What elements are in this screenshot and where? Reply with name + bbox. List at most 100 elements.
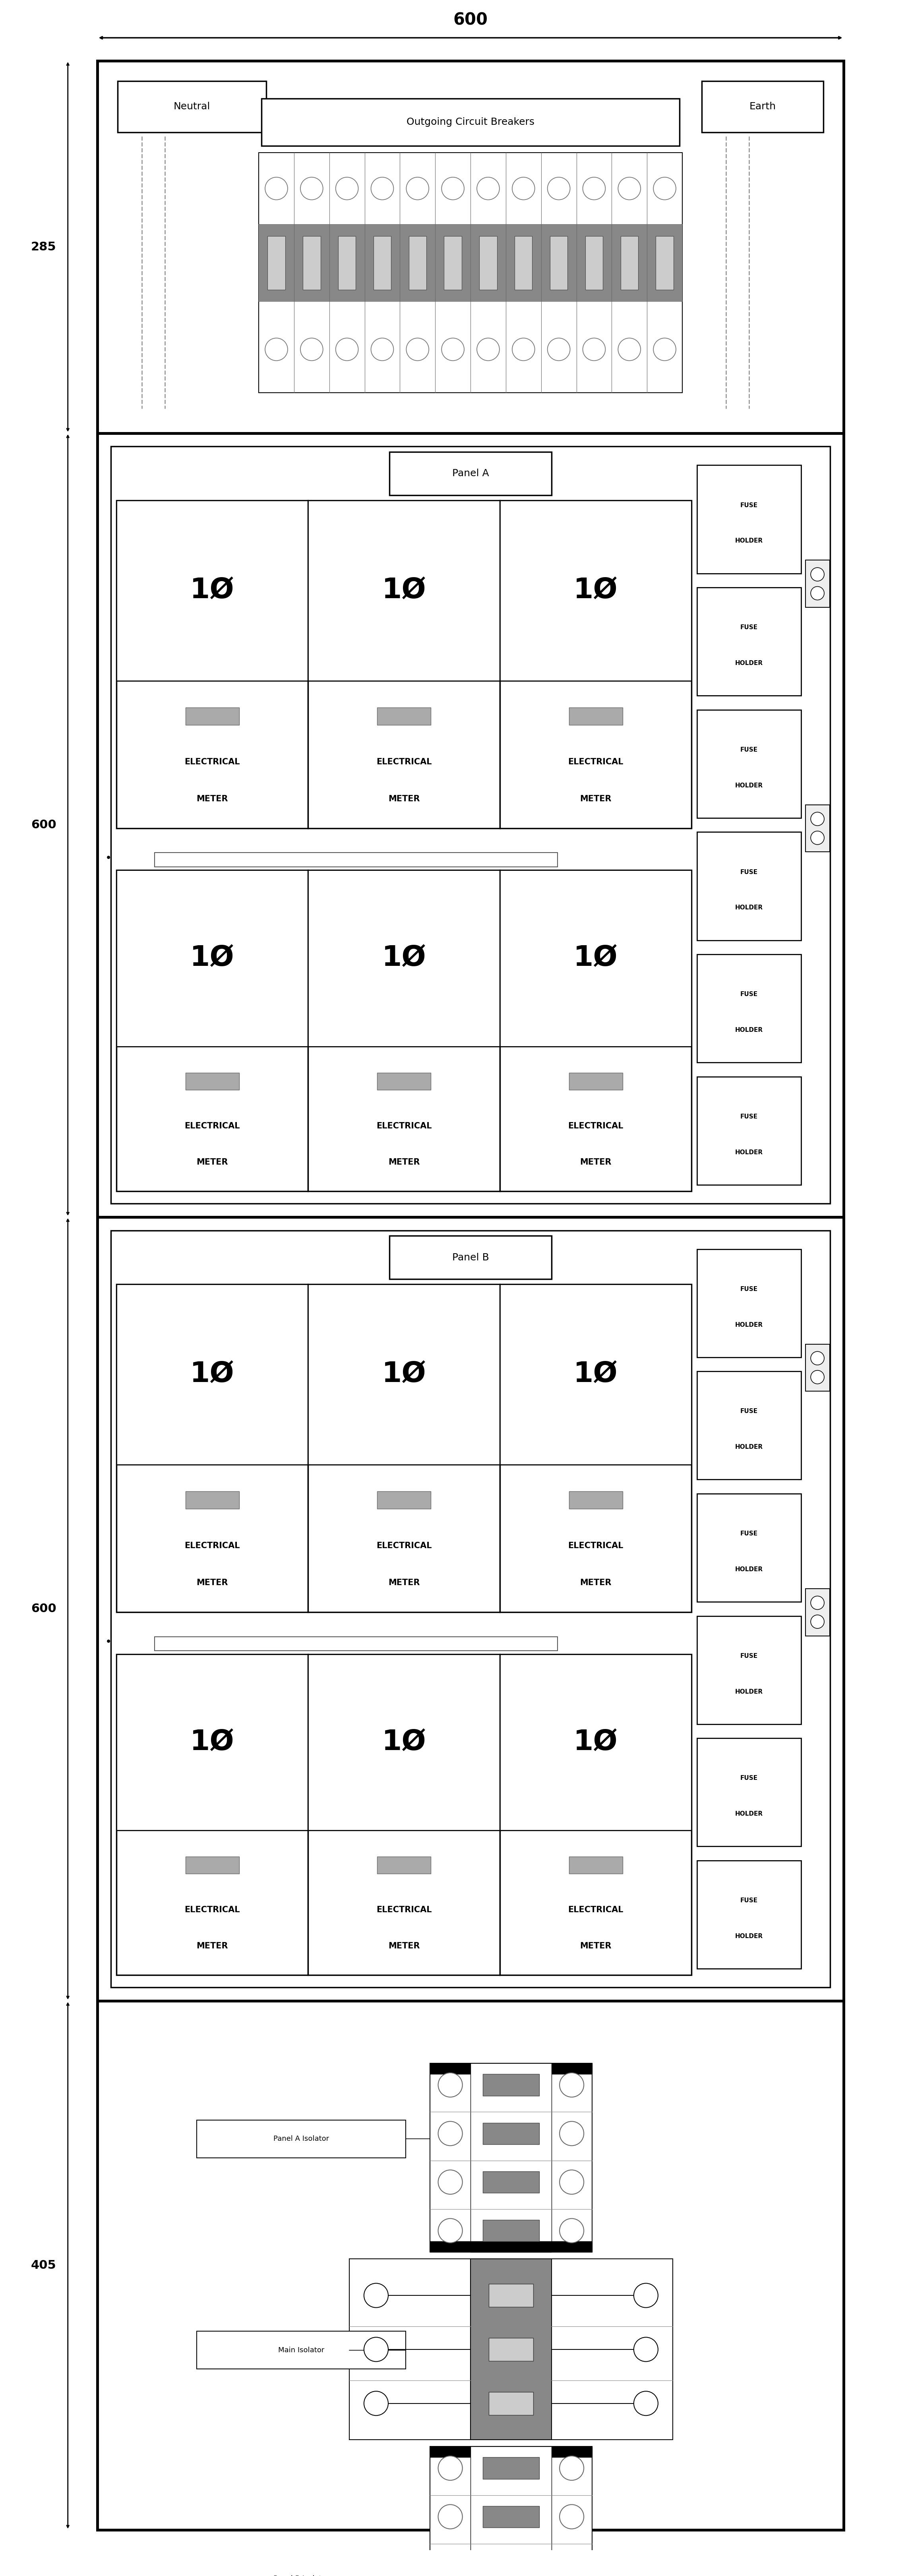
- Circle shape: [811, 1615, 824, 1628]
- Bar: [500, 500, 692, 829]
- Text: HOLDER: HOLDER: [735, 1690, 763, 1695]
- Text: FUSE: FUSE: [741, 1775, 758, 1780]
- Bar: [500, 1654, 692, 1832]
- Text: METER: METER: [197, 796, 228, 804]
- Text: HOLDER: HOLDER: [735, 1149, 763, 1154]
- Text: ELECTRICAL: ELECTRICAL: [568, 757, 623, 765]
- Text: 1Ø: 1Ø: [382, 1728, 426, 1757]
- Circle shape: [560, 2504, 584, 2530]
- Text: METER: METER: [197, 1942, 228, 1950]
- Bar: [697, 1860, 802, 1968]
- Text: 1Ø: 1Ø: [190, 945, 235, 971]
- Bar: [482, 2555, 540, 2576]
- Circle shape: [364, 2336, 389, 2362]
- Text: FUSE: FUSE: [741, 1113, 758, 1121]
- Circle shape: [548, 178, 570, 201]
- Circle shape: [512, 178, 535, 201]
- Bar: [697, 953, 802, 1061]
- Text: FUSE: FUSE: [741, 868, 758, 876]
- Text: ELECTRICAL: ELECTRICAL: [185, 1543, 240, 1551]
- Text: Outgoing Circuit Breakers: Outgoing Circuit Breakers: [407, 118, 534, 126]
- Text: Main Isolator: Main Isolator: [278, 2347, 324, 2354]
- Text: 600: 600: [31, 1602, 56, 1615]
- Circle shape: [265, 337, 288, 361]
- Text: 1Ø: 1Ø: [573, 1728, 618, 1757]
- Circle shape: [265, 178, 288, 201]
- Bar: [308, 500, 500, 829]
- Circle shape: [438, 2169, 462, 2195]
- Bar: [111, 446, 830, 1203]
- Bar: [515, 237, 532, 291]
- Circle shape: [406, 178, 429, 201]
- Circle shape: [560, 2169, 584, 2195]
- Circle shape: [560, 2553, 584, 2576]
- Text: ELECTRICAL: ELECTRICAL: [185, 1123, 240, 1131]
- Text: METER: METER: [580, 796, 612, 804]
- Circle shape: [406, 337, 429, 361]
- Text: HOLDER: HOLDER: [735, 1932, 763, 1940]
- Text: HOLDER: HOLDER: [735, 1028, 763, 1033]
- Circle shape: [633, 2391, 658, 2416]
- Bar: [805, 1589, 830, 1636]
- Bar: [197, 2561, 406, 2576]
- Bar: [377, 1492, 430, 1510]
- Text: FUSE: FUSE: [741, 1530, 758, 1538]
- Circle shape: [560, 2074, 584, 2097]
- Bar: [805, 559, 830, 608]
- Bar: [197, 2331, 406, 2370]
- Text: •: •: [105, 853, 112, 863]
- Bar: [116, 1285, 308, 1613]
- Bar: [470, 2447, 551, 2576]
- Circle shape: [582, 178, 605, 201]
- Circle shape: [811, 1597, 824, 1610]
- Bar: [697, 1077, 802, 1185]
- Bar: [377, 708, 430, 724]
- Text: Panel B: Panel B: [452, 1252, 489, 1262]
- Bar: [569, 1492, 622, 1510]
- Circle shape: [618, 337, 641, 361]
- Text: FUSE: FUSE: [741, 1654, 758, 1659]
- Circle shape: [438, 2218, 462, 2244]
- Bar: [500, 871, 692, 1190]
- Bar: [308, 1654, 500, 1976]
- Text: Earth: Earth: [749, 103, 776, 111]
- Circle shape: [364, 2282, 389, 2308]
- Text: ELECTRICAL: ELECTRICAL: [377, 1123, 431, 1131]
- Bar: [155, 1636, 558, 1651]
- Text: HOLDER: HOLDER: [735, 1321, 763, 1327]
- Text: FUSE: FUSE: [741, 1409, 758, 1414]
- Text: METER: METER: [389, 1159, 420, 1167]
- Circle shape: [441, 178, 464, 201]
- Bar: [430, 2447, 592, 2576]
- Bar: [470, 2259, 551, 2439]
- Text: HOLDER: HOLDER: [735, 904, 763, 912]
- Bar: [569, 1072, 622, 1090]
- Text: FUSE: FUSE: [741, 992, 758, 997]
- Bar: [389, 1236, 551, 1280]
- Text: 1Ø: 1Ø: [573, 1360, 618, 1388]
- Bar: [430, 2063, 592, 2074]
- Text: ELECTRICAL: ELECTRICAL: [185, 1906, 240, 1914]
- Bar: [489, 2393, 533, 2414]
- Bar: [805, 1345, 830, 1391]
- Text: METER: METER: [197, 1159, 228, 1167]
- Circle shape: [560, 2455, 584, 2481]
- Text: ELECTRICAL: ELECTRICAL: [185, 757, 240, 765]
- Bar: [308, 500, 500, 680]
- Bar: [470, 2063, 551, 2251]
- Bar: [308, 871, 500, 1046]
- Bar: [377, 1072, 430, 1090]
- Text: 600: 600: [31, 819, 56, 829]
- Text: 1Ø: 1Ø: [573, 577, 618, 605]
- Bar: [697, 711, 802, 819]
- Circle shape: [811, 587, 824, 600]
- Text: HOLDER: HOLDER: [735, 1445, 763, 1450]
- Text: METER: METER: [580, 1159, 612, 1167]
- Text: METER: METER: [580, 1579, 612, 1587]
- Bar: [697, 1494, 802, 1602]
- Text: ELECTRICAL: ELECTRICAL: [377, 1543, 431, 1551]
- Text: ELECTRICAL: ELECTRICAL: [568, 1543, 623, 1551]
- Bar: [186, 708, 239, 724]
- Text: 1Ø: 1Ø: [382, 1360, 426, 1388]
- Bar: [621, 237, 638, 291]
